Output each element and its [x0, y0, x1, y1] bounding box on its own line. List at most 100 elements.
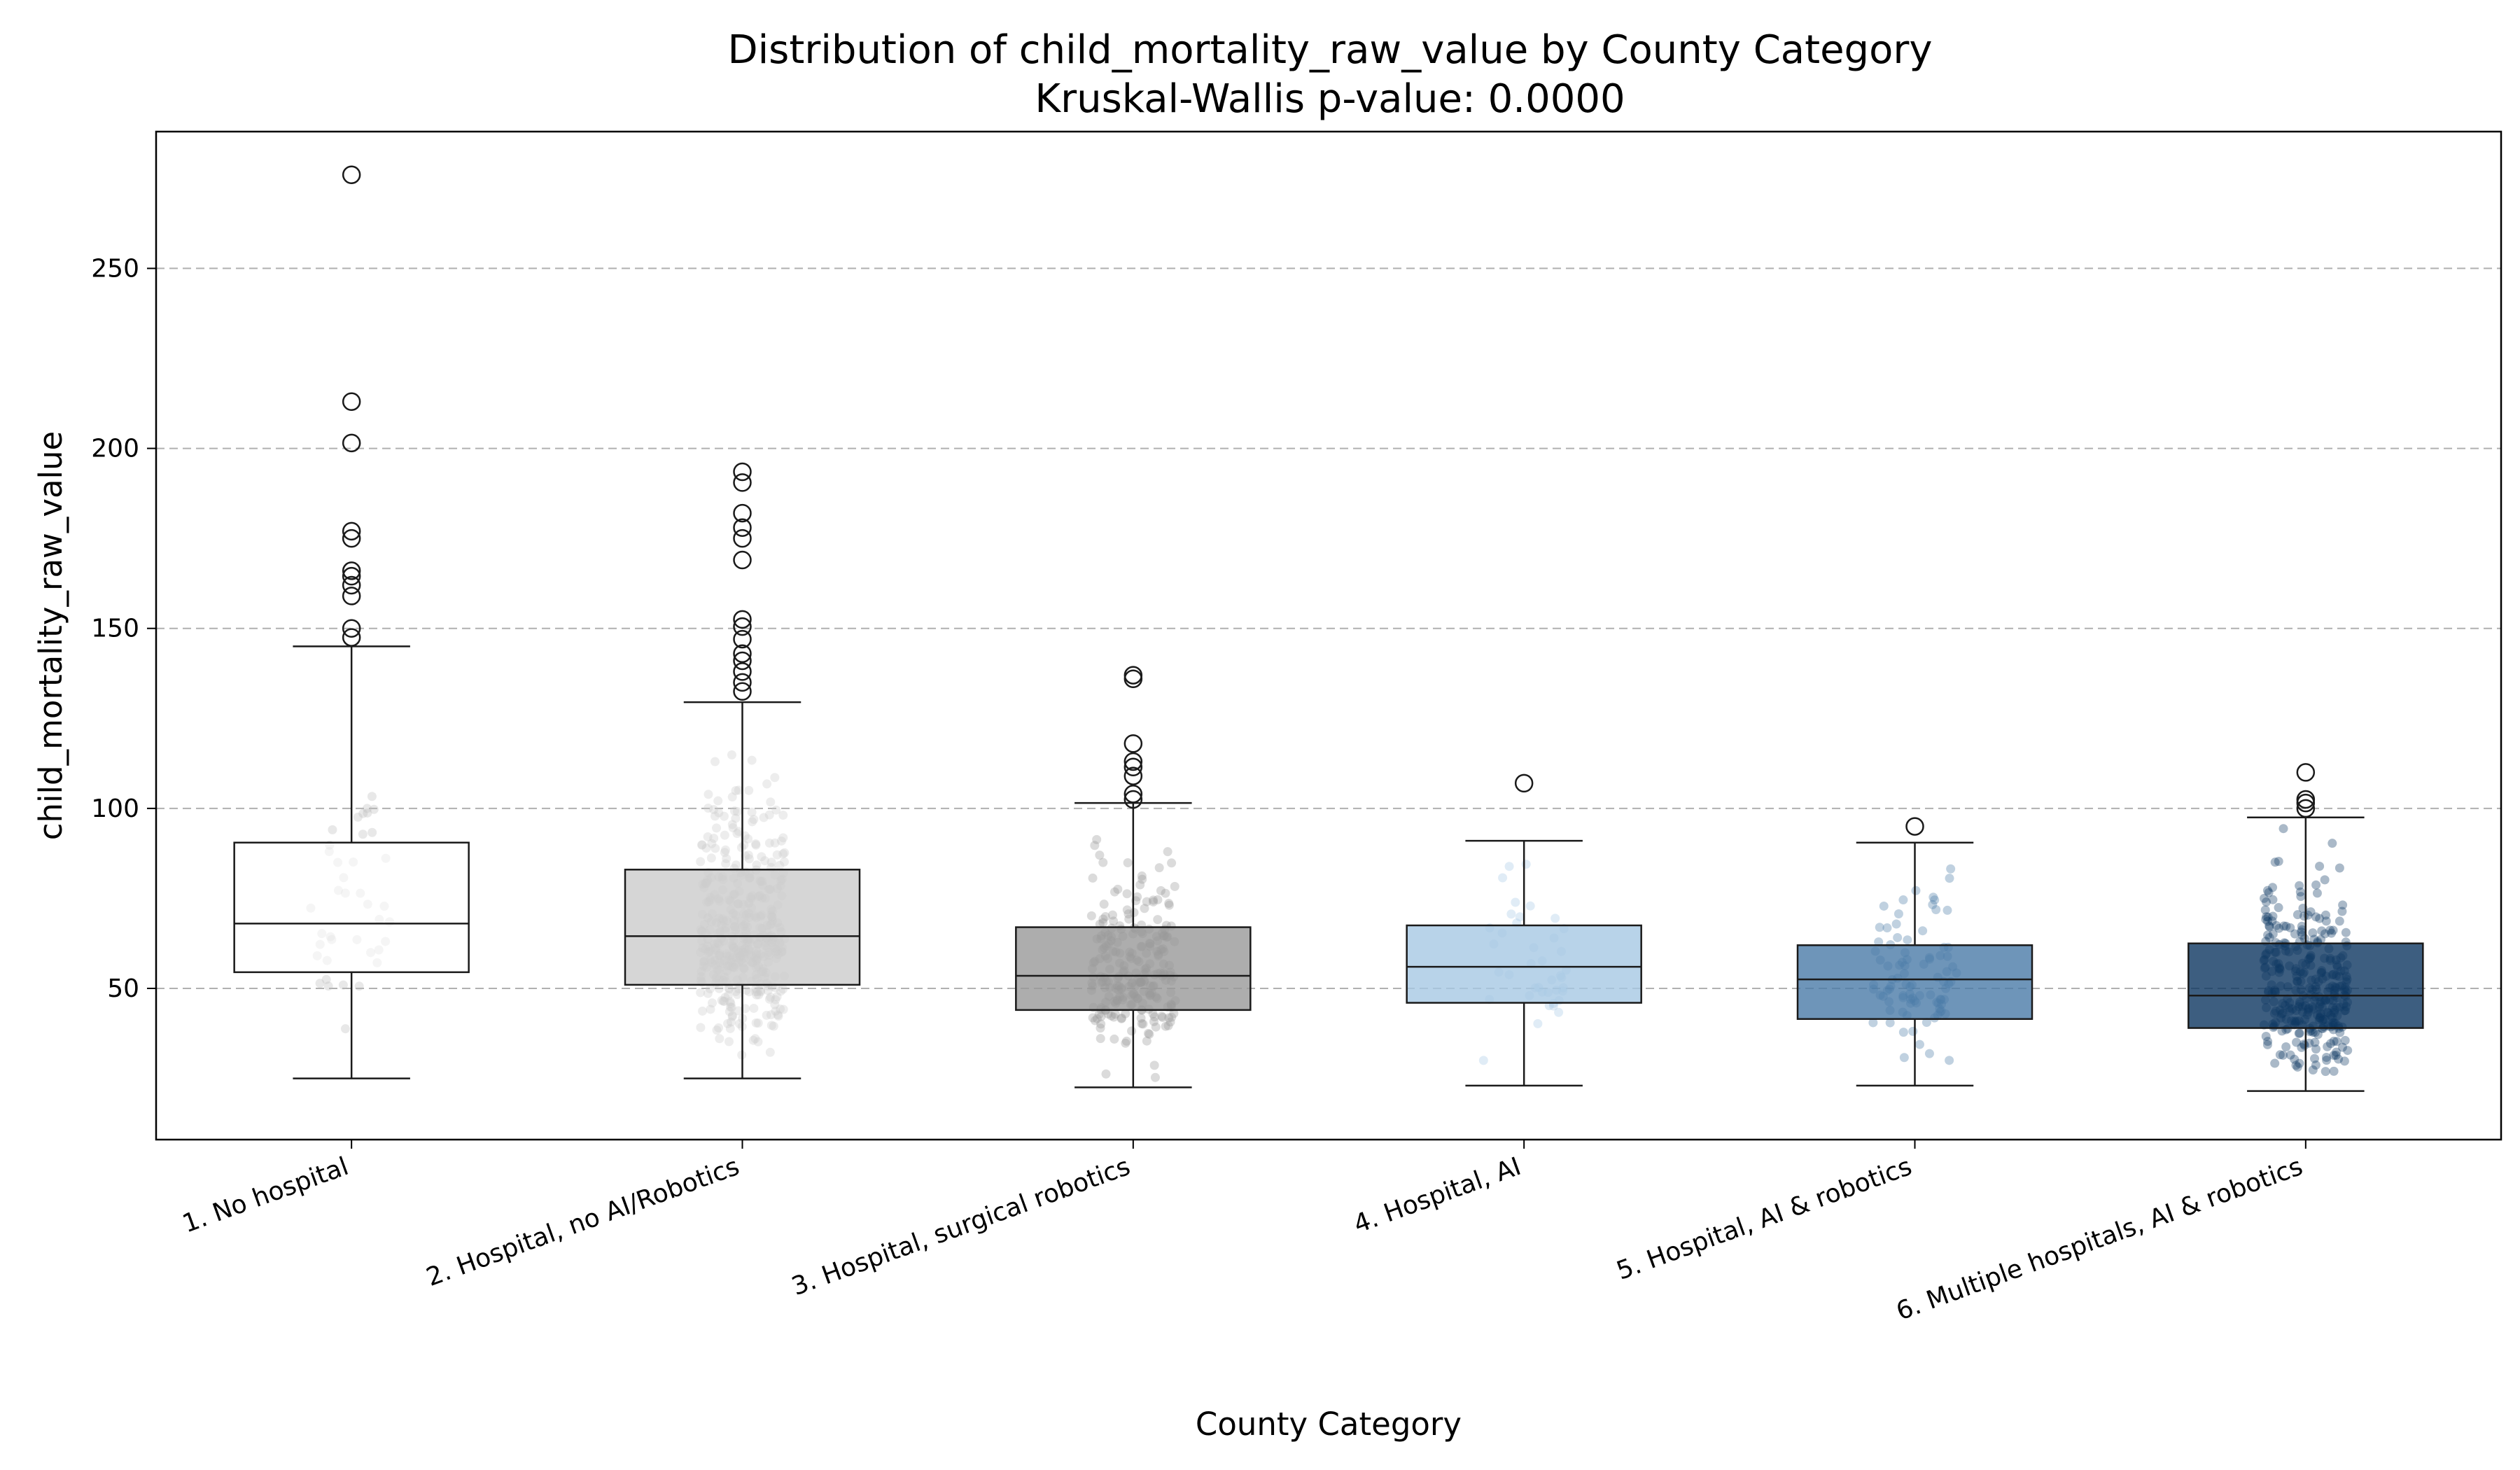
strip-point	[1150, 1072, 1160, 1082]
strip-point	[748, 1035, 758, 1045]
strip-point	[1107, 910, 1117, 920]
strip-point	[731, 986, 741, 996]
strip-point	[772, 992, 782, 1002]
strip-point	[732, 860, 741, 870]
strip-point	[750, 1034, 760, 1044]
strip-point	[1946, 864, 1956, 874]
strip-point	[763, 986, 773, 995]
strip-point	[710, 757, 720, 766]
strip-point	[1098, 914, 1108, 924]
strip-point	[1153, 895, 1163, 904]
strip-point	[353, 812, 363, 822]
outlier-point	[733, 629, 752, 649]
strip-point	[715, 1034, 724, 1044]
outlier-point	[342, 575, 361, 595]
strip-point	[1140, 904, 1149, 913]
strip-point	[1122, 905, 1132, 915]
strip-point	[2320, 929, 2330, 939]
strip-point	[706, 853, 716, 863]
strip-point	[1908, 1026, 1918, 1036]
strip-point	[1110, 1034, 1119, 1044]
strip-point	[732, 990, 742, 1000]
strip-point	[2327, 928, 2337, 938]
strip-point	[2316, 934, 2326, 944]
y-tick-label: 50	[107, 974, 139, 1003]
strip-point	[2310, 1028, 2320, 1037]
strip-point	[696, 988, 706, 997]
strip-point	[1148, 895, 1158, 905]
grid-lines	[156, 267, 2501, 989]
strip-point	[2321, 910, 2331, 920]
strip-point	[2311, 912, 2321, 922]
strip-point	[2325, 1039, 2335, 1049]
strip-point	[1121, 1036, 1131, 1046]
strip-point	[1511, 897, 1520, 907]
strip-point	[1164, 1013, 1174, 1023]
strip-point	[1109, 1012, 1119, 1022]
chart-subtitle: Kruskal-Wallis p-value: 0.0000	[1035, 76, 1625, 122]
strip-point	[734, 1006, 743, 1016]
strip-point	[775, 860, 785, 870]
strip-point	[2270, 1058, 2280, 1068]
outliers-5	[1905, 817, 1924, 836]
strip-point	[2297, 1042, 2306, 1052]
strip-point	[369, 804, 379, 814]
box-5	[1796, 841, 2033, 1087]
strip-point	[2275, 1050, 2285, 1060]
y-axis-label: child_mortality_raw_value	[32, 431, 69, 841]
strip-point	[1122, 889, 1132, 899]
outlier-point	[733, 644, 752, 663]
strip-point	[1164, 900, 1174, 910]
outlier-point	[733, 651, 752, 671]
strip-point	[771, 995, 780, 1004]
strip-point	[1096, 1023, 1105, 1033]
strip-point	[2286, 1050, 2295, 1060]
strip-point	[727, 820, 737, 830]
strip-point	[757, 852, 766, 862]
strip-point	[771, 805, 781, 815]
strip-point	[1121, 1038, 1130, 1048]
strip-point	[2260, 905, 2270, 915]
strip-point	[778, 811, 788, 820]
strip-point	[1109, 916, 1119, 926]
strip-point	[724, 1037, 734, 1046]
strip-point	[1163, 1021, 1173, 1030]
outlier-point	[342, 392, 361, 411]
strip-point	[739, 840, 749, 850]
strip-point	[734, 785, 743, 795]
box-iqr	[2188, 942, 2424, 1029]
strip-point	[1911, 886, 1921, 895]
strip-point	[2262, 1040, 2272, 1049]
strip-point	[1169, 1009, 1179, 1018]
outlier-point	[1124, 757, 1143, 776]
strip-point	[2260, 893, 2269, 903]
strip-point	[2270, 858, 2280, 867]
box-3	[1015, 802, 1252, 1088]
strip-point	[1928, 892, 1938, 902]
strip-point	[726, 1017, 736, 1027]
strip-point	[1930, 895, 1940, 905]
strip-point	[1103, 1009, 1113, 1019]
strip-point	[1921, 1018, 1931, 1028]
strip-point	[1554, 1007, 1564, 1017]
strip-point	[756, 986, 766, 995]
outlier-point	[733, 682, 752, 701]
strip-point	[696, 857, 706, 867]
strip-point	[358, 808, 368, 818]
strip-point	[724, 1007, 734, 1016]
strip-point	[704, 803, 713, 813]
strip-point	[741, 986, 751, 995]
strip-point	[2308, 1028, 2318, 1037]
strip-point	[743, 850, 753, 860]
strip-point	[2310, 1054, 2320, 1063]
strip-point	[2310, 1037, 2320, 1047]
strip-point	[1110, 887, 1119, 897]
strip-point	[778, 849, 788, 859]
strip-point	[1914, 1040, 1924, 1049]
outlier-point	[733, 617, 752, 636]
strip-point	[1891, 919, 1901, 929]
strip-point	[2321, 916, 2331, 926]
strip-point	[722, 854, 732, 864]
strip-point	[1138, 1019, 1148, 1029]
